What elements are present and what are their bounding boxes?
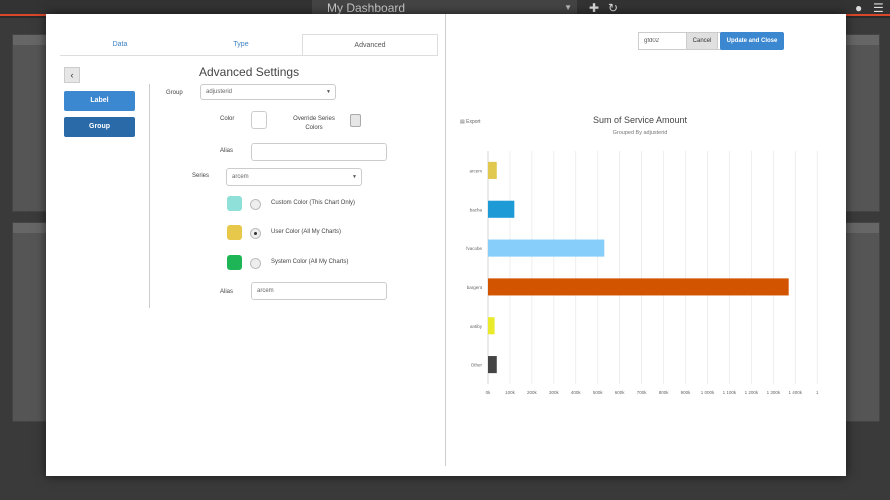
group-select-value: adjusterid: [206, 89, 233, 95]
custom-color-swatch[interactable]: [227, 196, 242, 211]
tab-data[interactable]: Data: [112, 41, 128, 48]
tab-type[interactable]: Type: [233, 41, 249, 48]
alias2-label: Alias: [220, 289, 234, 295]
x-tick-label: 0k: [486, 390, 492, 394]
custom-color-label: Custom Color (This Chart Only): [271, 200, 356, 206]
section-divider: [149, 84, 150, 308]
x-tick-label: 500k: [593, 390, 604, 394]
x-tick-label: 1 000k: [701, 390, 715, 394]
color-label: Color: [220, 116, 235, 122]
x-tick-label: 1 400k: [789, 390, 803, 394]
system-color-swatch[interactable]: [227, 255, 242, 270]
x-tick-label: 700k: [637, 390, 648, 394]
x-tick-label: 400k: [571, 390, 582, 394]
x-tick-label: 300k: [549, 390, 560, 394]
alias2-input[interactable]: [251, 282, 387, 300]
add-icon[interactable]: ✚: [589, 1, 600, 15]
user-color-label: User Color (All My Charts): [271, 229, 342, 235]
chevron-down-icon: ▼: [564, 3, 572, 12]
back-button[interactable]: ‹: [64, 67, 80, 83]
export-button[interactable]: ▤ Export: [460, 119, 481, 125]
refresh-icon[interactable]: ↻: [608, 1, 619, 15]
series-label: Series: [192, 173, 210, 179]
color-picker[interactable]: [251, 111, 267, 129]
user-color-radio[interactable]: [250, 228, 261, 239]
override-series-colors-checkbox[interactable]: [350, 114, 361, 127]
tab-advanced[interactable]: Advanced: [302, 34, 438, 56]
dashboard-title: My Dashboard: [327, 1, 406, 15]
category-label: bacha: [470, 207, 483, 212]
series-select[interactable]: arcem ▼: [226, 168, 362, 186]
bar-antiby: [488, 317, 495, 335]
override-series-colors-label: Override Series Colors: [293, 116, 335, 131]
tab-underline: [60, 55, 438, 56]
export-icon: ▤: [460, 119, 465, 125]
category-label: fvacobe: [466, 246, 482, 251]
alias-input[interactable]: [251, 143, 387, 161]
system-color-radio[interactable]: [250, 258, 261, 269]
group-label: Group: [166, 90, 183, 96]
dashboard-selector[interactable]: My Dashboard ▼: [312, 0, 577, 16]
bar-arcem: [488, 161, 497, 179]
category-label: antiby: [470, 324, 483, 329]
x-tick-label: 900k: [681, 390, 692, 394]
chart-title: Sum of Service Amount: [592, 115, 688, 125]
x-tick-label: 800k: [659, 390, 670, 394]
update-and-close-button[interactable]: Update and Close: [720, 32, 784, 50]
x-tick-label: 600k: [615, 390, 626, 394]
group-button[interactable]: Group: [64, 117, 135, 137]
chevron-down-icon: ▼: [352, 174, 357, 180]
system-color-label: System Color (All My Charts): [271, 259, 349, 265]
alias-label: Alias: [220, 148, 234, 154]
x-tick-label: 1 300k: [767, 390, 781, 394]
cancel-button[interactable]: Cancel: [686, 32, 718, 50]
chart-editor-modal: Data Type Advanced ‹ Advanced Settings L…: [46, 14, 846, 476]
x-tick-label: 1: [816, 390, 819, 394]
category-label: bargent: [467, 285, 483, 290]
x-tick-label: 100k: [505, 390, 516, 394]
custom-color-radio[interactable]: [250, 199, 261, 210]
bar-chart: 0k 100k 200k 300k 400k 500k 600k 700k 800k 900k 1 …: [466, 151, 819, 394]
export-label: Export: [466, 119, 481, 125]
user-color-swatch[interactable]: [227, 225, 242, 240]
category-label: Other: [471, 363, 483, 368]
x-tick-label: 1 200k: [745, 390, 759, 394]
chat-icon[interactable]: ●: [855, 1, 863, 15]
bar-bacha: [488, 200, 515, 218]
chart-subtitle: Grouped By adjusterid: [612, 130, 668, 136]
group-select[interactable]: adjusterid ▼: [200, 84, 336, 100]
label-button[interactable]: Label: [64, 91, 135, 111]
chevron-down-icon: ▼: [326, 89, 331, 95]
bar-fvacobe: [488, 239, 605, 257]
advanced-settings-title: Advanced Settings: [199, 65, 300, 79]
x-tick-label: 200k: [527, 390, 538, 394]
series-select-value: arcem: [232, 174, 249, 180]
menu-icon[interactable]: ☰: [873, 1, 884, 15]
modal-divider: [445, 14, 446, 466]
category-label: arcem: [469, 168, 482, 173]
bar-Other: [488, 356, 497, 374]
bar-bargent: [488, 278, 789, 296]
x-tick-label: 1 100k: [723, 390, 737, 394]
